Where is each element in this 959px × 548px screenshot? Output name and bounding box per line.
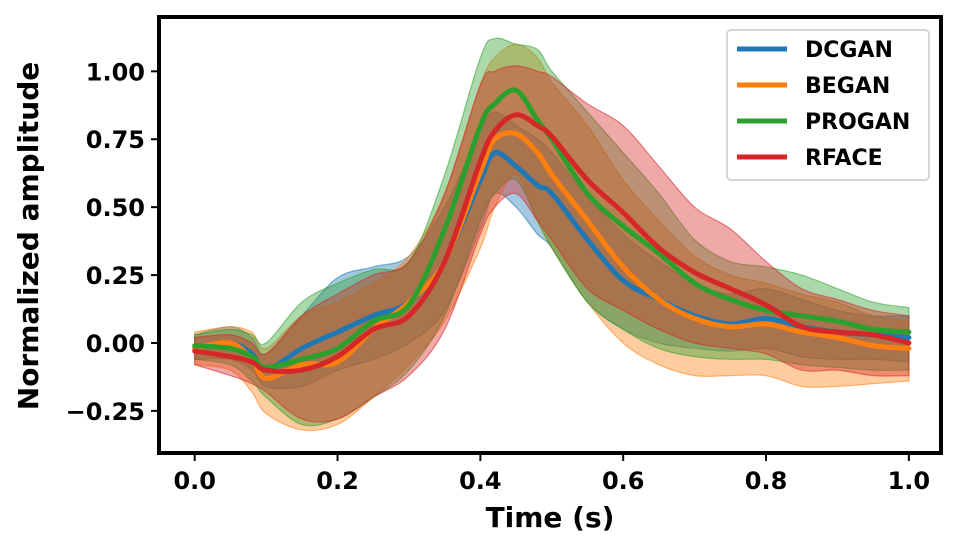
legend-box bbox=[726, 29, 930, 181]
line-dcgan bbox=[192, 150, 912, 373]
x-axis-label: Time (s) bbox=[486, 501, 615, 534]
y-tick-label: 0.75 bbox=[86, 126, 145, 154]
band-rface bbox=[194, 65, 910, 423]
line-rface bbox=[192, 112, 912, 374]
legend-label-began: BEGAN bbox=[805, 74, 890, 99]
x-tick-label: 0.0 bbox=[173, 467, 216, 495]
line-progan bbox=[192, 87, 912, 370]
y-tick-label: 0.50 bbox=[86, 194, 145, 222]
plot-frame bbox=[157, 15, 943, 455]
legend-label-rface: RFACE bbox=[805, 146, 883, 171]
legend: DCGAN BEGAN PROGAN RFACE bbox=[726, 29, 930, 181]
y-axis-label: Normalized amplitude bbox=[12, 62, 45, 410]
legend-label-progan: PROGAN bbox=[805, 110, 910, 135]
axes: 0.0 0.2 0.4 0.6 0.8 1.0 −0.25 0.00 0.25 0.50 0.75 1… bbox=[66, 15, 943, 495]
x-tick-label: 0.2 bbox=[316, 467, 359, 495]
y-tick-label: 0.25 bbox=[86, 262, 145, 290]
x-tick-label: 0.8 bbox=[745, 467, 788, 495]
y-tick-label: −0.25 bbox=[66, 398, 145, 426]
series-lines bbox=[192, 87, 912, 381]
x-tick-label: 0.6 bbox=[602, 467, 645, 495]
y-tick-label: 1.00 bbox=[86, 58, 145, 86]
legend-label-dcgan: DCGAN bbox=[805, 38, 893, 63]
y-tick-label: 0.00 bbox=[86, 330, 145, 358]
x-tick-label: 1.0 bbox=[888, 467, 931, 495]
line-began bbox=[192, 130, 912, 381]
x-tick-label: 0.4 bbox=[459, 467, 502, 495]
